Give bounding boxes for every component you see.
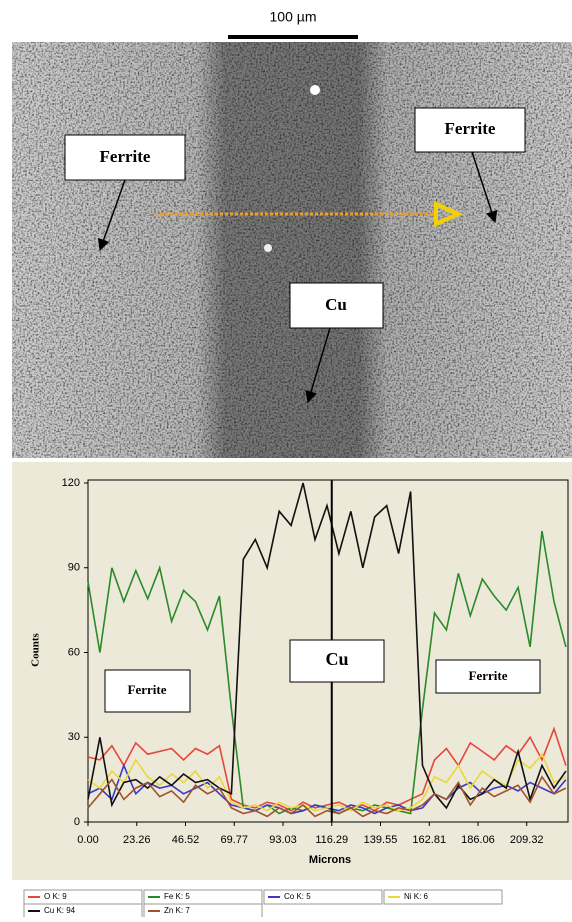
legend-cell bbox=[143, 903, 263, 919]
scan-end bbox=[434, 200, 463, 228]
legend-label: Fe K: 5 bbox=[164, 892, 190, 901]
arrow bbox=[97, 179, 126, 252]
x-tick-label: 69.77 bbox=[220, 834, 248, 846]
legend-cell bbox=[143, 889, 263, 905]
label-box bbox=[414, 107, 526, 153]
legend-cell bbox=[23, 889, 143, 905]
x-tick-label: 0.00 bbox=[77, 834, 98, 846]
y-tick-label: 60 bbox=[68, 646, 80, 658]
data-line bbox=[87, 775, 567, 818]
x-axis-label: Microns bbox=[309, 854, 351, 866]
x-tick-label: 23.26 bbox=[123, 834, 151, 846]
scale-label: 100 µm bbox=[270, 9, 317, 25]
x-tick-label: 162.81 bbox=[412, 834, 446, 846]
image-label: Cu bbox=[325, 295, 347, 314]
image-label: Ferrite bbox=[445, 119, 496, 138]
arrow bbox=[305, 327, 331, 404]
sem-image bbox=[12, 42, 572, 458]
annotation: Ferrite bbox=[128, 682, 167, 697]
legend-label: O K: 9 bbox=[44, 892, 67, 901]
x-tick-label: 93.03 bbox=[269, 834, 297, 846]
legend-label: Zn K: 7 bbox=[164, 906, 190, 915]
plot-area bbox=[87, 479, 569, 823]
annotation-box bbox=[435, 659, 541, 694]
legend-cell bbox=[263, 889, 383, 905]
x-tick-label: 209.32 bbox=[510, 834, 544, 846]
label-box bbox=[289, 282, 384, 329]
x-tick-label: 139.55 bbox=[364, 834, 398, 846]
y-tick-label: 90 bbox=[68, 562, 80, 574]
y-tick-label: 30 bbox=[68, 731, 80, 743]
y-tick-label: 120 bbox=[62, 477, 80, 489]
data-line bbox=[87, 752, 567, 812]
x-tick-label: 186.06 bbox=[461, 834, 495, 846]
x-tick-label: 116.29 bbox=[315, 834, 348, 846]
legend-cell bbox=[23, 903, 143, 919]
data-line bbox=[87, 726, 567, 812]
y-tick-label: 0 bbox=[74, 816, 80, 828]
annotation: Ferrite bbox=[469, 668, 508, 683]
arrow bbox=[471, 151, 498, 224]
data-line bbox=[87, 482, 567, 810]
legend-label: Ni K: 6 bbox=[404, 892, 429, 901]
y-axis-label: Counts bbox=[30, 632, 42, 666]
image-label: Ferrite bbox=[100, 147, 151, 166]
annotation: Cu bbox=[325, 649, 348, 669]
annotation-box bbox=[289, 639, 385, 683]
x-tick-label: 46.52 bbox=[172, 834, 200, 846]
legend-label: Cu K: 94 bbox=[44, 906, 76, 915]
legend-label: Co K: 5 bbox=[284, 892, 311, 901]
legend-cell bbox=[383, 889, 503, 905]
annotation-box bbox=[104, 669, 191, 713]
